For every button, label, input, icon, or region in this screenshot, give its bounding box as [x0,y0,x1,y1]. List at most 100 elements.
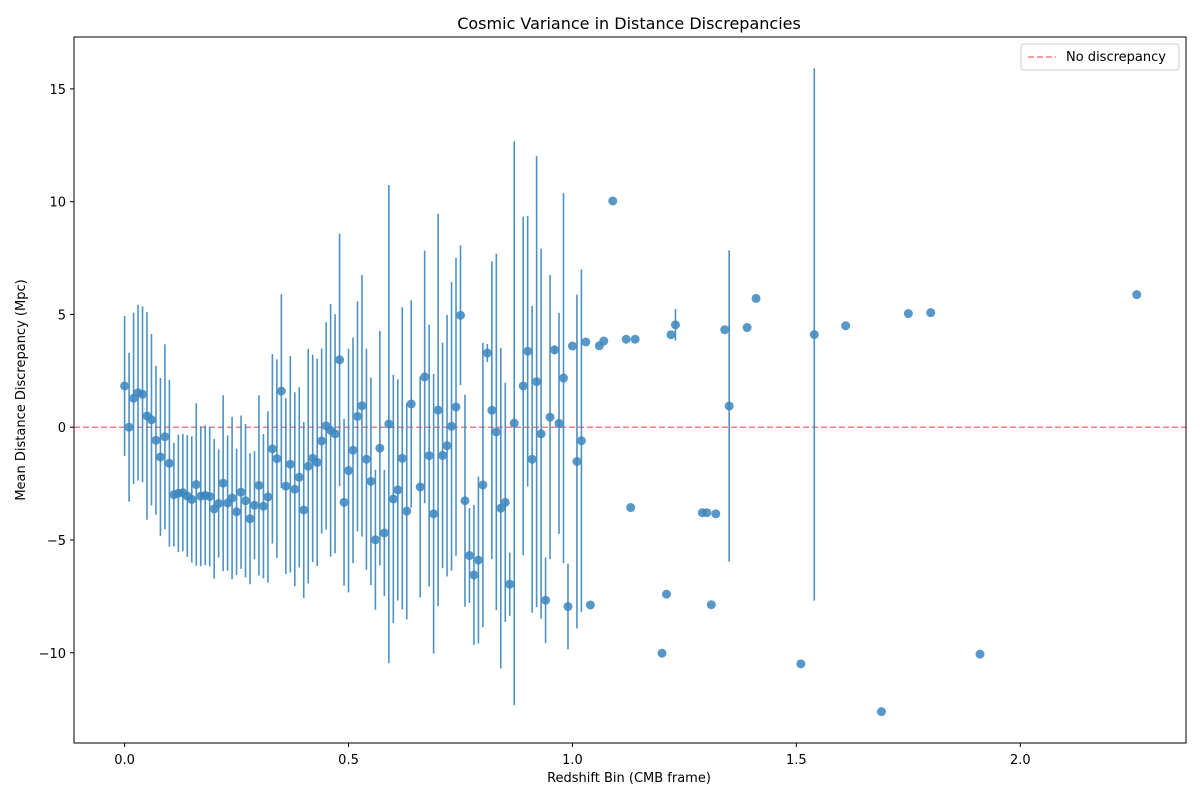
data-point [482,348,492,358]
data-point [415,482,425,492]
data-point [742,323,752,333]
data-point [473,555,483,565]
data-point [469,570,479,580]
data-point [272,454,282,464]
data-point [379,528,389,538]
data-point [151,435,161,445]
plot-area [74,68,1186,717]
legend: No discrepancy [1020,43,1180,71]
plot-frame [73,36,1187,744]
data-point [661,589,671,599]
data-point [361,454,371,464]
data-point [706,600,716,610]
data-point [375,443,385,453]
data-point [344,466,354,476]
data-point [245,514,255,524]
data-point [146,415,156,425]
data-point [120,381,130,391]
data-point [249,500,259,510]
y-axis-label: Mean Distance Discrepancy (Mpc) [14,279,29,500]
legend-label-no-discrepancy: No discrepancy [1066,50,1166,65]
y-tick-label: 10 [49,196,66,211]
data-point [276,386,286,396]
data-point [518,381,528,391]
data-point [187,494,197,504]
data-point [926,308,936,318]
data-point [258,501,268,511]
data-point [509,418,519,428]
data-point [232,507,242,517]
data-point [621,334,631,344]
x-tick-label: 0.5 [338,753,359,768]
y-tick-label: 15 [49,83,66,98]
data-point [442,441,452,451]
data-point [523,346,533,356]
data-point [218,478,228,488]
data-point [563,602,573,612]
data-point [236,487,246,497]
data-point [393,485,403,495]
data-point [724,401,734,411]
data-point [205,491,215,501]
data-point [397,453,407,463]
data-point [876,707,886,717]
data-point [487,405,497,415]
data-point [312,457,322,467]
data-point [214,498,224,508]
data-point [500,497,510,507]
data-point [433,405,443,415]
data-point [429,509,439,519]
data-point [164,458,174,468]
data-point [451,402,461,412]
data-point [751,293,761,303]
data-point [581,337,591,347]
data-point [478,480,488,490]
data-point [254,480,264,490]
data-point [460,496,470,506]
chart-title: Cosmic Variance in Distance Discrepancie… [457,14,801,33]
x-tick-label: 0.0 [114,753,135,768]
data-point [545,412,555,422]
x-axis: 0.0 0.5 1.0 1.5 2.0 [114,743,1031,768]
data-point [348,445,358,455]
data-point [558,373,568,383]
data-point [339,497,349,507]
data-point [576,436,586,446]
data-point [388,494,398,504]
data-point [438,450,448,460]
data-point [491,427,501,437]
data-points [120,196,1142,717]
data-point [464,551,474,561]
data-point [841,321,851,331]
data-point [335,355,345,365]
data-point [670,320,680,330]
data-point [299,505,309,515]
data-point [809,330,819,340]
data-point [241,496,251,506]
data-point [138,389,148,399]
data-point [599,336,609,346]
x-tick-label: 2.0 [1010,753,1031,768]
y-tick-label: −5 [47,534,66,549]
data-point [420,372,430,382]
data-point [402,506,412,516]
data-point [406,399,416,409]
data-point [285,459,295,469]
data-point [626,503,636,513]
data-point [532,377,542,387]
data-point [585,600,595,610]
data-point [370,535,380,545]
data-point [227,493,237,503]
data-point [550,345,560,355]
x-tick-label: 1.5 [786,753,807,768]
data-point [796,659,806,669]
data-point [975,649,985,659]
data-point [303,461,313,471]
data-point [903,309,913,319]
data-point [366,476,376,486]
data-point [536,429,546,439]
data-point [527,454,537,464]
data-point [294,472,304,482]
